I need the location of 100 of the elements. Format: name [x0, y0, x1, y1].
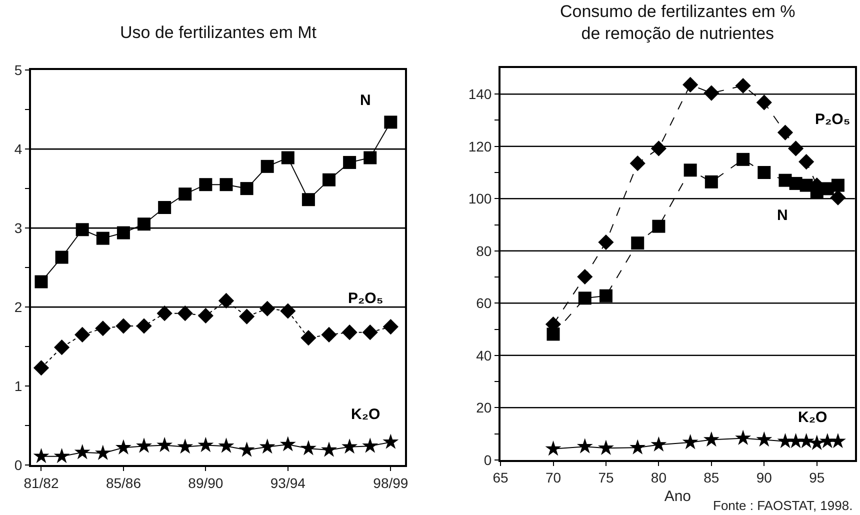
point — [682, 76, 698, 92]
point — [704, 85, 720, 101]
x-tick-label: 65 — [492, 470, 509, 486]
point — [382, 434, 399, 449]
point — [218, 438, 234, 453]
chart-title: Uso de fertilizantes em Mt — [120, 23, 317, 42]
y-tick-label: 40 — [476, 347, 492, 364]
x-tick-label: 89/90 — [188, 474, 224, 491]
point — [33, 360, 50, 376]
y-tick-label: 2 — [14, 298, 22, 315]
point — [321, 326, 337, 342]
y-tick-label: 140 — [468, 86, 492, 102]
point — [158, 201, 172, 214]
point — [576, 438, 593, 454]
x-tick-label: 95 — [809, 470, 825, 486]
point — [364, 151, 377, 164]
point — [116, 226, 130, 240]
point — [238, 442, 255, 457]
point — [54, 340, 70, 356]
point — [788, 140, 804, 156]
point — [74, 326, 90, 342]
point — [735, 430, 752, 446]
point — [96, 232, 110, 245]
x-tick-label: 93/94 — [270, 474, 306, 491]
point — [650, 140, 666, 156]
x-tick-label: 90 — [756, 470, 772, 486]
point — [777, 432, 794, 448]
point — [631, 236, 644, 250]
chart-title: Consumo de fertilizantes em % de remoção de nutrientes — [560, 2, 796, 44]
point — [240, 182, 254, 196]
y-tick-label: 3 — [14, 220, 22, 236]
point — [630, 156, 646, 172]
point — [830, 432, 846, 448]
y-tick-label: 80 — [476, 242, 492, 259]
series-label: K₂O — [798, 409, 828, 426]
y-tick-label: 0 — [484, 452, 492, 468]
point — [735, 78, 751, 94]
point — [260, 300, 276, 316]
point — [198, 308, 214, 324]
point — [703, 431, 720, 447]
point — [758, 166, 771, 179]
point — [599, 289, 612, 302]
point — [33, 448, 50, 464]
point — [808, 434, 825, 450]
point — [76, 223, 89, 236]
point — [598, 440, 614, 455]
point — [300, 440, 316, 456]
point — [95, 320, 111, 336]
point — [138, 218, 151, 231]
point — [342, 438, 358, 454]
point — [321, 442, 337, 457]
point — [598, 234, 614, 250]
point — [322, 173, 336, 186]
point — [280, 303, 296, 319]
point — [34, 275, 48, 288]
point — [652, 220, 666, 233]
point — [54, 448, 70, 464]
point — [384, 116, 398, 129]
x-tick-label: 80 — [650, 470, 667, 486]
series-label: N — [360, 92, 371, 109]
x-tick-label: 70 — [545, 470, 562, 486]
point — [830, 190, 846, 206]
point — [55, 250, 68, 264]
point — [650, 436, 667, 452]
point — [156, 436, 173, 452]
point — [545, 440, 562, 456]
point — [198, 436, 214, 452]
point — [578, 292, 592, 305]
y-tick-label: 100 — [468, 190, 492, 207]
point — [281, 151, 294, 164]
point — [798, 154, 814, 170]
point — [630, 439, 646, 454]
point — [577, 268, 593, 285]
point — [684, 164, 697, 177]
point — [177, 438, 194, 454]
point — [382, 318, 398, 335]
point — [199, 178, 212, 192]
point — [136, 438, 152, 453]
point — [682, 434, 698, 450]
series-label: P₂O₅ — [815, 111, 850, 128]
point — [342, 324, 358, 340]
y-tick-label: 120 — [468, 138, 492, 154]
point — [736, 152, 750, 166]
y-tick-label: 4 — [14, 140, 22, 157]
point — [74, 444, 90, 460]
point — [218, 292, 234, 309]
source-note: Fonte : FAOSTAT, 1998. — [713, 498, 853, 513]
y-tick-label: 0 — [14, 456, 22, 473]
point — [177, 306, 193, 322]
x-tick-label: 85 — [704, 470, 720, 486]
series-label: K₂O — [351, 406, 380, 423]
y-tick-label: 5 — [14, 62, 22, 78]
point — [259, 438, 276, 454]
point — [300, 330, 316, 346]
point — [704, 175, 718, 188]
point — [178, 188, 192, 201]
point — [831, 178, 844, 192]
point — [756, 94, 772, 110]
point — [343, 156, 356, 169]
x-axis-title: Ano — [664, 488, 692, 506]
